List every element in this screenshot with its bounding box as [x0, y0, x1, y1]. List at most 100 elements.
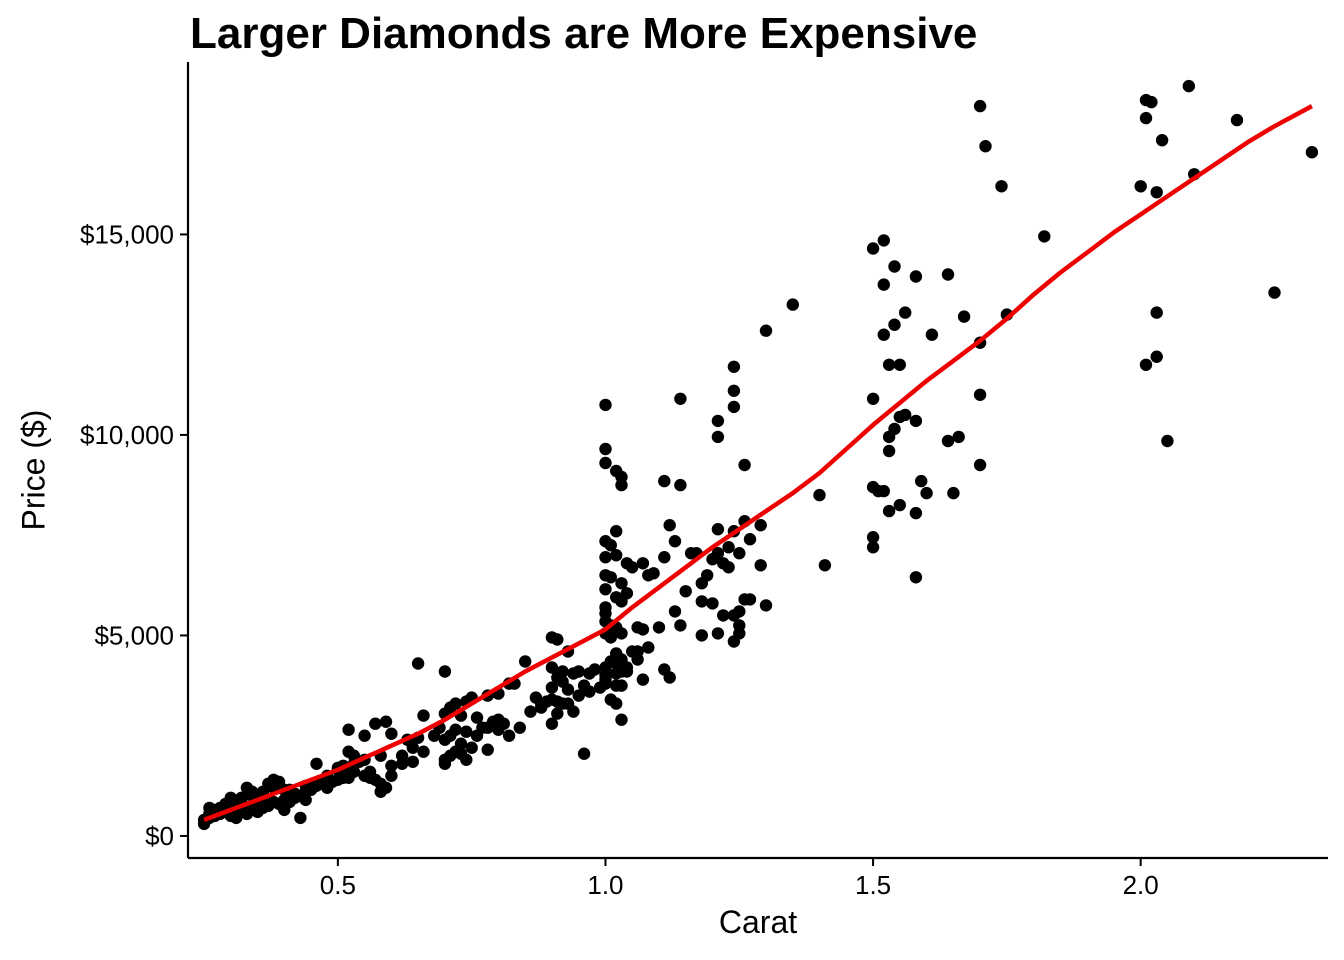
data-point	[615, 679, 628, 692]
data-point	[481, 743, 494, 756]
data-point	[711, 627, 725, 640]
data-point	[615, 595, 628, 608]
x-axis-label: Carat	[718, 904, 798, 940]
data-point	[385, 769, 398, 782]
data-point	[722, 541, 735, 554]
data-point	[395, 749, 409, 762]
data-point	[1134, 180, 1147, 193]
data-point	[358, 729, 371, 742]
data-point	[743, 593, 757, 606]
data-point	[658, 551, 671, 564]
data-point	[1268, 286, 1281, 299]
data-point	[695, 629, 708, 642]
data-point	[1182, 79, 1196, 93]
data-point	[866, 392, 880, 405]
data-point	[342, 723, 355, 736]
data-point	[610, 525, 623, 538]
data-point	[219, 797, 232, 811]
data-point	[893, 358, 906, 371]
data-point	[909, 270, 923, 283]
data-point	[818, 559, 832, 572]
data-point	[615, 627, 628, 640]
data-point	[251, 805, 264, 819]
data-point	[615, 577, 628, 590]
data-point	[417, 745, 430, 758]
data-point	[1150, 350, 1163, 363]
data-point	[492, 723, 505, 736]
data-point	[717, 557, 730, 570]
data-point	[909, 506, 923, 520]
data-point	[240, 807, 254, 821]
data-point	[882, 430, 896, 444]
data-point	[326, 775, 339, 788]
data-point	[786, 298, 799, 311]
data-point	[599, 551, 612, 564]
data-point	[727, 384, 741, 397]
data-point	[577, 747, 591, 760]
data-point	[631, 653, 644, 666]
data-point	[909, 571, 923, 584]
data-point	[727, 400, 741, 414]
data-point	[1150, 186, 1163, 199]
data-point	[610, 697, 623, 710]
data-point	[711, 523, 725, 536]
data-point	[652, 621, 666, 634]
data-point	[438, 665, 452, 678]
data-point	[561, 683, 575, 696]
data-point	[230, 811, 243, 825]
data-point	[952, 430, 965, 444]
data-point	[519, 655, 532, 668]
data-point	[743, 533, 757, 546]
data-point	[909, 414, 923, 428]
data-point	[567, 705, 580, 718]
data-point	[711, 430, 725, 444]
data-point	[363, 765, 377, 778]
data-point	[979, 140, 992, 153]
data-point	[888, 260, 901, 273]
data-point	[615, 713, 628, 726]
data-point	[877, 328, 890, 341]
data-point	[1139, 358, 1153, 371]
data-point	[572, 665, 585, 678]
data-point	[674, 392, 687, 405]
data-point	[406, 755, 419, 768]
data-point	[973, 99, 987, 113]
y-tick-label: $5,000	[94, 620, 174, 650]
data-point	[1230, 113, 1244, 127]
data-point	[294, 811, 307, 825]
data-point	[706, 553, 719, 566]
data-point	[701, 569, 714, 582]
data-point	[545, 681, 559, 694]
data-point	[754, 559, 767, 572]
data-point	[1161, 434, 1174, 448]
data-point	[711, 414, 725, 428]
data-point	[278, 803, 291, 817]
data-point	[636, 623, 650, 636]
data-point	[417, 709, 430, 722]
data-point	[513, 721, 526, 734]
data-point	[663, 519, 676, 532]
data-point	[572, 689, 585, 702]
data-point	[615, 478, 628, 492]
data-point	[1038, 230, 1051, 243]
data-point	[668, 535, 682, 548]
data-point	[588, 663, 601, 676]
x-axis-ticks: 0.5 1.0 1.5 2.0	[320, 858, 1159, 900]
data-point	[599, 442, 612, 456]
data-point	[610, 549, 623, 562]
x-tick-label: 1.5	[855, 870, 891, 900]
data-point	[695, 595, 708, 608]
data-point	[759, 599, 773, 612]
data-point	[599, 398, 612, 412]
data-point	[551, 707, 564, 720]
data-point	[610, 657, 623, 670]
data-point	[668, 605, 682, 618]
data-point	[626, 561, 639, 574]
data-point	[882, 444, 896, 458]
data-point	[877, 484, 890, 498]
chart-title: Larger Diamonds are More Expensive	[190, 9, 978, 58]
data-point	[674, 619, 687, 632]
y-axis-ticks: $0 $5,000 $10,000 $15,000	[80, 219, 188, 851]
data-point	[663, 671, 676, 684]
